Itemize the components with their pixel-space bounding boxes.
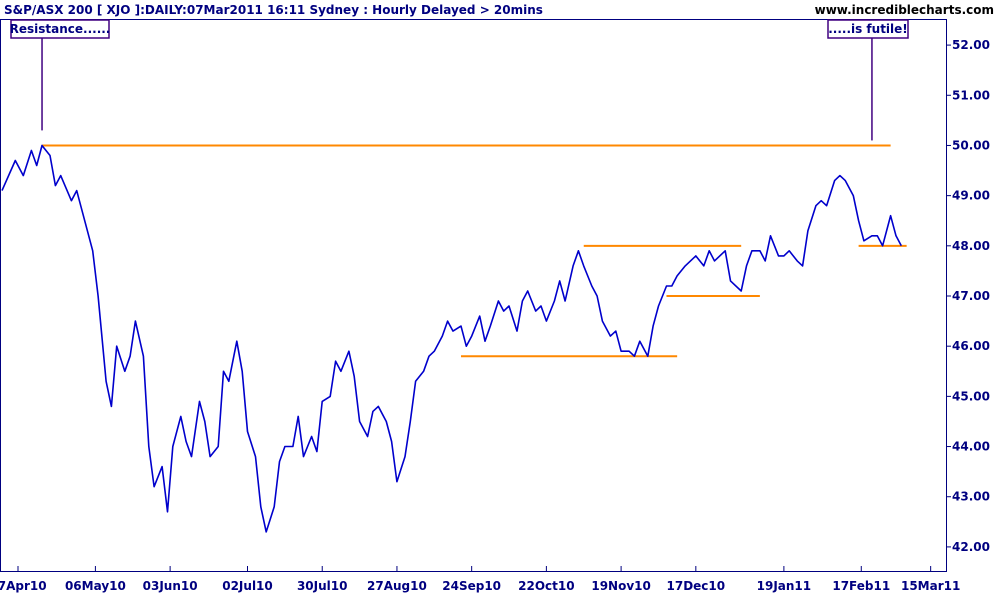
annotation-label: Resistance......	[10, 22, 111, 36]
annotations: Resistance...... .....is futile!	[10, 19, 909, 141]
price-series	[1, 144, 903, 533]
x-tick-label: 19Nov10	[591, 579, 651, 593]
y-tick-label: 51.00	[952, 88, 990, 102]
chart-title: S&P/ASX 200 [ XJO ]:DAILY:07Mar2011 16:1…	[4, 3, 543, 17]
annotation-box	[10, 19, 110, 39]
brand-url[interactable]: www.incrediblecharts.com	[815, 3, 994, 17]
x-tick-label: 22Oct10	[518, 579, 574, 593]
plot-frame	[0, 19, 947, 572]
x-tick-label: 17Dec10	[667, 579, 726, 593]
annotation-label: .....is futile!	[828, 22, 908, 36]
y-axis: 42.00 43.00 44.00 45.00 46.00 47.00 48.00 49.00…	[946, 38, 990, 554]
y-tick-label: 45.00	[952, 389, 990, 403]
x-tick-label: 19Jan11	[757, 579, 812, 593]
resistance-lines	[42, 144, 907, 358]
y-tick-label: 48.00	[952, 239, 990, 253]
price-line	[1, 144, 903, 533]
y-tick-label: 46.00	[952, 339, 990, 353]
y-tick-label: 44.00	[952, 440, 990, 454]
y-tick-label: 49.00	[952, 189, 990, 203]
x-tick-label: 15Mar11	[901, 579, 960, 593]
y-tick-label: 47.00	[952, 289, 990, 303]
x-tick-label: 02Jul10	[222, 579, 273, 593]
x-tick-label: 06May10	[65, 579, 126, 593]
x-tick-label: 03Jun10	[143, 579, 198, 593]
annotation-box	[827, 19, 909, 39]
x-tick-label: 17Feb11	[832, 579, 890, 593]
y-tick-label: 50.00	[952, 138, 990, 152]
y-tick-label: 43.00	[952, 490, 990, 504]
y-tick-label: 42.00	[952, 540, 990, 554]
x-tick-label: 27Aug10	[367, 579, 427, 593]
x-tick-label: 24Sep10	[442, 579, 501, 593]
x-tick-label: 30Jul10	[297, 579, 348, 593]
y-tick-label: 52.00	[952, 38, 990, 52]
